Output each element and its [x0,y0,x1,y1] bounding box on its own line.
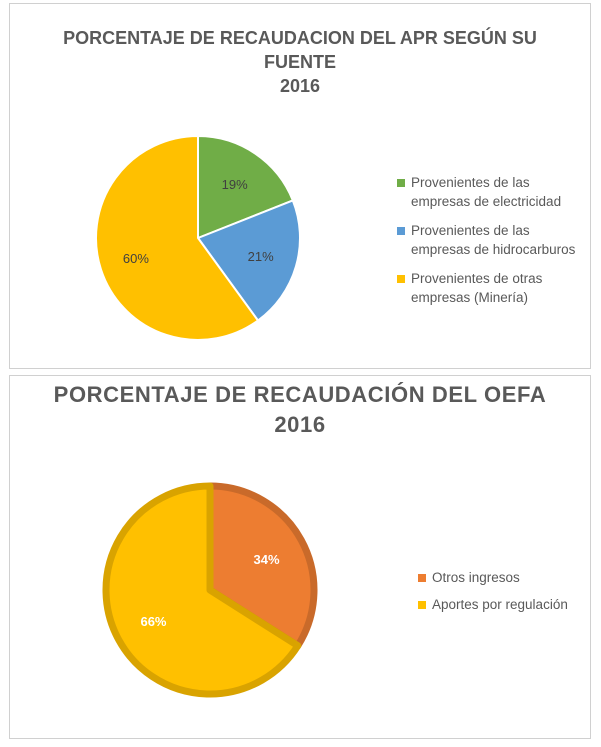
pie-data-label: 19% [222,177,248,192]
chart-title-apr-line: 2016 [279,76,321,96]
pie-slice [197,199,301,322]
pie-slice [95,135,259,341]
pie-data-label: 60% [123,251,149,266]
legend-swatch-electricidad [397,179,405,187]
legend-item-electricidad: Provenientes de las empresas de electric… [397,174,587,211]
pie-slice [197,135,294,239]
legend-item-aportes: Aportes por regulación [418,596,593,615]
legend-item-mineria: Provenientes de otras empresas (Minería) [397,270,587,307]
chart-title-oefa: PORCENTAJE DE RECAUDACIÓN DEL OEFA 2016 [10,380,590,440]
chart-panel-apr: PORCENTAJE DE RECAUDACION DEL APR SEGÚN … [9,3,591,369]
pie-data-label: 66% [140,614,166,629]
chart-title-apr-line: PORCENTAJE DE RECAUDACION DEL APR SEGÚN … [63,28,537,48]
chart-title-oefa-line: PORCENTAJE DE RECAUDACIÓN DEL OEFA [53,382,547,407]
pie-data-label: 34% [253,552,279,567]
legend-swatch-mineria [397,275,405,283]
legend-swatch-aportes [418,600,426,609]
legend-swatch-hidrocarburos [397,227,405,235]
chart-title-apr: PORCENTAJE DE RECAUDACION DEL APR SEGÚN … [10,26,590,98]
legend-label: empresas de hidrocarburos [411,241,576,257]
legend-item-hidrocarburos: Provenientes de las empresas de hidrocar… [397,222,587,259]
legend-label: Aportes por regulación [432,596,568,612]
legend-label: Provenientes de las [411,223,530,238]
legend-label: empresas de electricidad [411,193,562,209]
legend-label: Otros ingresos [432,570,520,585]
pie-chart-apr: 19% 21% 60% [95,135,301,341]
chart-title-oefa-line: 2016 [274,412,326,437]
pie-chart-oefa: 34% 66% [102,482,318,698]
legend-oefa: Otros ingresos Aportes por regulación [418,569,593,622]
chart-title-apr-line: FUENTE [264,52,336,72]
legend-label: empresas (Minería) [411,289,529,305]
legend-apr: Provenientes de las empresas de electric… [397,174,587,318]
pie-slice [102,482,302,698]
legend-label: Provenientes de otras [411,271,543,286]
chart-panel-oefa: PORCENTAJE DE RECAUDACIÓN DEL OEFA 2016 … [9,375,591,739]
legend-swatch-otros-ingresos [418,574,426,582]
legend-label: Provenientes de las [411,175,530,190]
pie-data-label: 21% [248,249,274,264]
legend-item-otros-ingresos: Otros ingresos [418,569,593,588]
